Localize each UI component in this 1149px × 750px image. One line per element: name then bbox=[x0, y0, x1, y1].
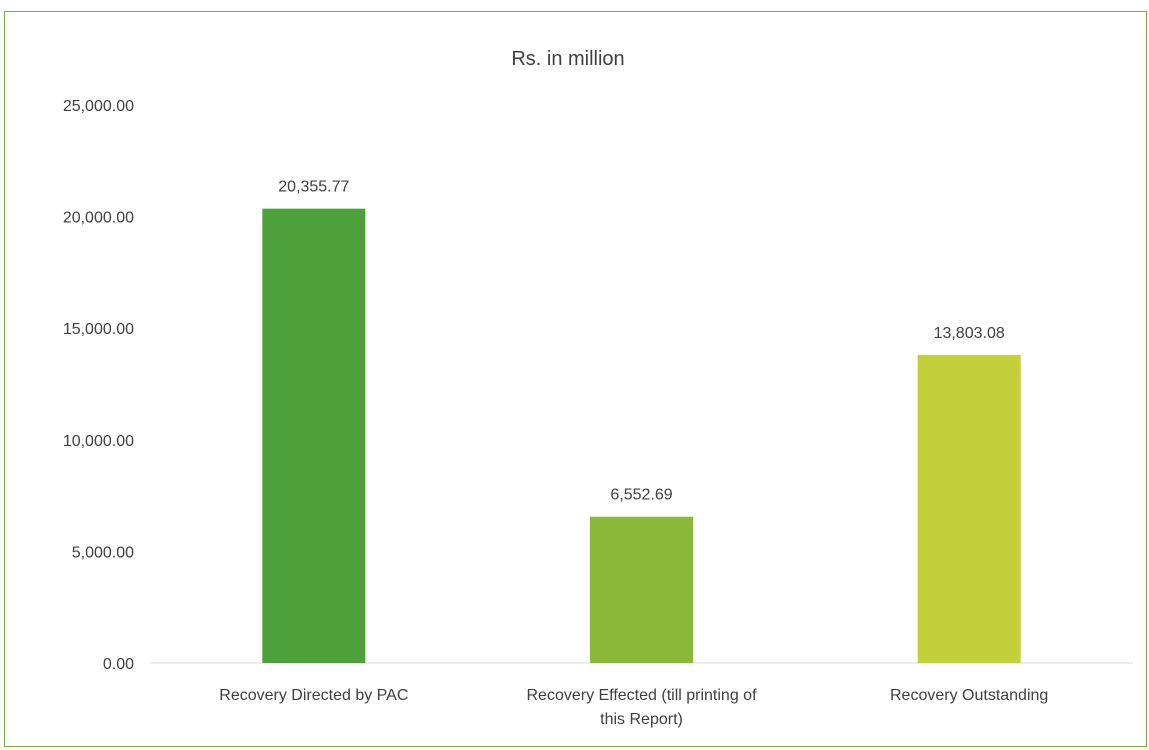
x-axis-labels: Recovery Directed by PAC Recovery Effecte… bbox=[219, 687, 1048, 728]
y-tick-label: 0.00 bbox=[103, 656, 134, 673]
x-tick-label: Recovery Outstanding bbox=[890, 687, 1048, 704]
data-label: 6,552.69 bbox=[610, 487, 672, 504]
y-tick-label: 10,000.00 bbox=[63, 433, 134, 450]
y-tick-label: 25,000.00 bbox=[63, 98, 134, 115]
bars: 20,355.77 6,552.69 13,803.08 bbox=[262, 179, 1021, 663]
bar bbox=[590, 516, 693, 663]
data-label: 20,355.77 bbox=[278, 179, 349, 196]
y-tick-label: 20,000.00 bbox=[63, 210, 134, 227]
bar bbox=[917, 354, 1021, 663]
bar bbox=[262, 208, 366, 663]
chart-title: Rs. in million bbox=[511, 48, 624, 70]
y-axis: 0.00 5,000.00 10,000.00 15,000.00 20,000.00 2… bbox=[63, 98, 134, 673]
x-tick-label: Recovery Directed by PAC bbox=[219, 687, 408, 704]
data-label: 13,803.08 bbox=[934, 325, 1005, 342]
x-tick-label: Recovery Effected (till printing of bbox=[526, 687, 757, 704]
x-tick-label: this Report) bbox=[600, 711, 683, 728]
y-tick-label: 15,000.00 bbox=[63, 321, 134, 338]
y-tick-label: 5,000.00 bbox=[72, 544, 134, 561]
